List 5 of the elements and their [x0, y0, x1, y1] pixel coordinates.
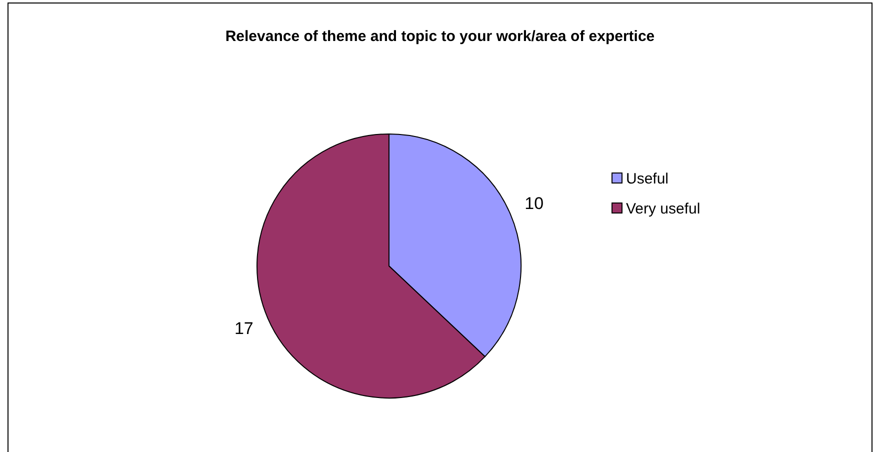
data-label: 17: [234, 319, 254, 338]
legend-label: Useful: [626, 170, 669, 188]
chart-title: Relevance of theme and topic to your work/area of expertice: [225, 28, 655, 45]
data-label: 10: [524, 194, 544, 213]
legend-label: Very useful: [626, 200, 700, 218]
